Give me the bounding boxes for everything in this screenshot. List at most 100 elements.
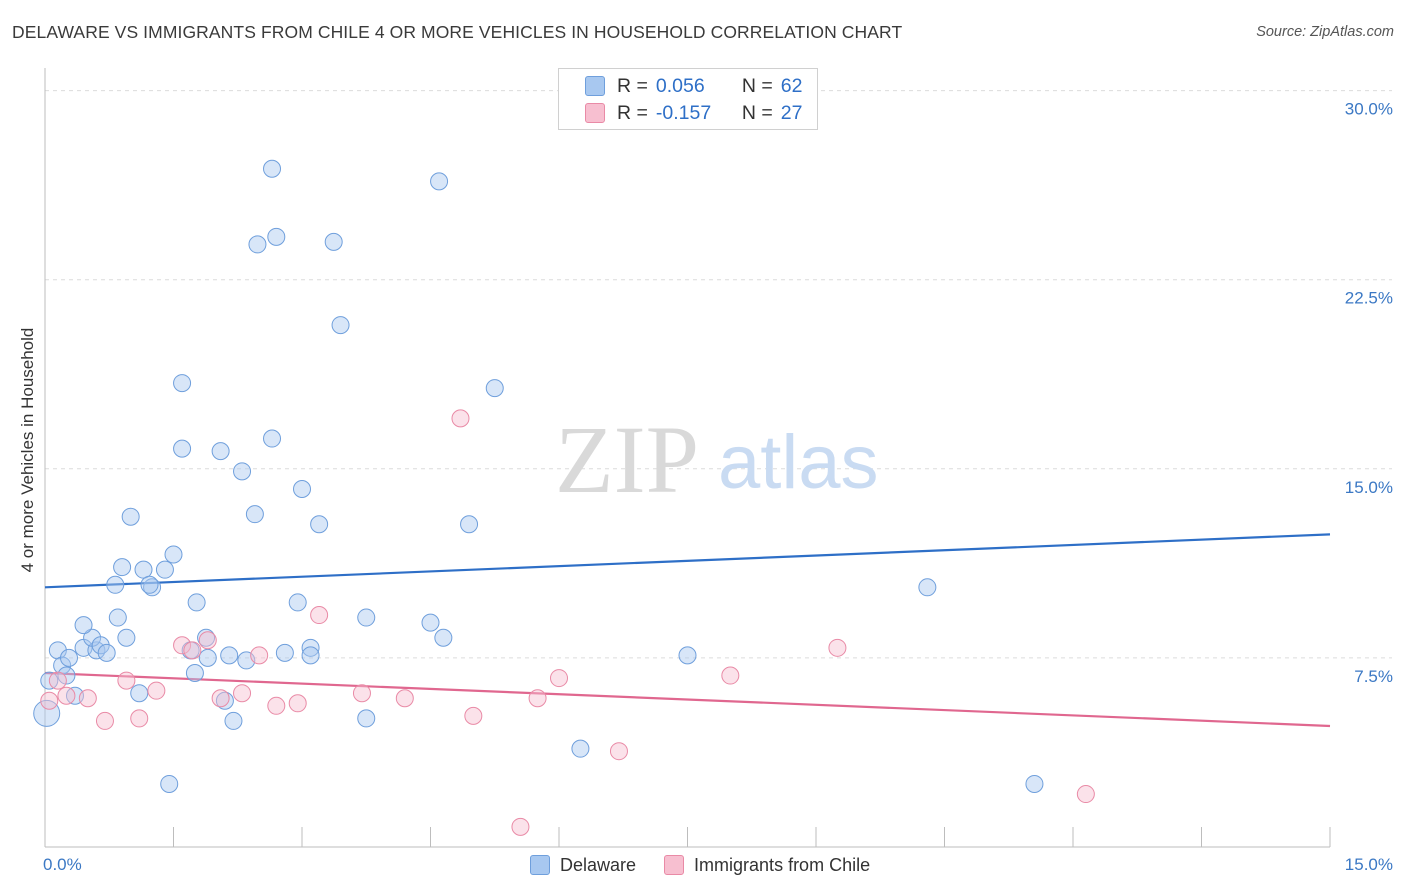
legend-row-chile: R = -0.157 N = 27 [617, 101, 802, 125]
legend-label-delaware: Delaware [560, 854, 637, 875]
point-delaware [301, 638, 320, 657]
point-delaware [485, 379, 504, 398]
trend-lines [44, 533, 1331, 728]
point-chile [117, 671, 136, 690]
chart-title: DELAWARE VS IMMIGRANTS FROM CHILE 4 OR M… [12, 22, 903, 42]
point-delaware [48, 641, 67, 660]
point-delaware [185, 664, 204, 683]
point-delaware [91, 636, 110, 655]
point-chile [451, 409, 470, 428]
legend-swatch-delaware [585, 76, 605, 96]
point-chile [211, 689, 230, 708]
point-delaware [143, 578, 162, 597]
legend-swatch-chile [585, 103, 605, 123]
legend-row-delaware: R = 0.056 N = 62 [617, 74, 802, 98]
point-delaware [434, 628, 453, 647]
point-delaware [164, 545, 183, 564]
correlation-legend: R = 0.056 N = 62 R = -0.157 N = 27 [558, 68, 818, 130]
scatter-points [33, 159, 1095, 836]
point-chile [528, 689, 547, 708]
legend-swatch-delaware [530, 855, 550, 875]
point-delaware [357, 608, 376, 627]
trend-line-chile [44, 671, 1331, 728]
legend-r-value: -0.157 [655, 101, 712, 124]
point-delaware [155, 560, 174, 579]
point-delaware [301, 646, 320, 665]
y-tick-label: 30.0% [1345, 100, 1393, 119]
legend-n-value: 62 [780, 74, 803, 97]
point-delaware [130, 684, 149, 703]
point-delaware [187, 593, 206, 612]
point-delaware [233, 462, 252, 481]
point-chile [352, 684, 371, 703]
tick-labels: 7.5% 15.0% 22.5% 30.0% 0.0% 15.0% [43, 100, 1393, 874]
point-delaware [275, 643, 294, 662]
grid-lines [45, 90, 1392, 659]
point-delaware [220, 646, 239, 665]
point-delaware [421, 613, 440, 632]
legend-label-chile: Immigrants from Chile [694, 854, 871, 875]
series-legend: Delaware Immigrants from Chile [530, 852, 898, 878]
point-chile [233, 684, 252, 703]
legend-n-label: N = [741, 74, 773, 97]
legend-item-delaware: Delaware [530, 855, 636, 876]
point-delaware [134, 560, 153, 579]
point-chile [267, 696, 286, 715]
y-tick-label: 15.0% [1345, 478, 1393, 497]
point-delaware [357, 709, 376, 728]
point-chile [310, 606, 329, 625]
point-delaware [571, 739, 590, 758]
chart-source: Source: ZipAtlas.com [1256, 24, 1394, 40]
point-delaware [108, 608, 127, 627]
point-delaware [245, 505, 264, 524]
point-delaware [248, 235, 267, 254]
legend-n-value: 27 [780, 101, 803, 124]
point-delaware [293, 479, 311, 498]
point-chile [250, 646, 269, 665]
point-delaware [140, 575, 159, 594]
point-chile [721, 666, 740, 685]
point-delaware [324, 232, 343, 251]
point-chile [95, 711, 114, 730]
point-chile [173, 636, 192, 655]
x-tick-label: 15.0% [1345, 855, 1393, 874]
point-chile [78, 689, 97, 708]
point-chile [147, 681, 166, 700]
point-delaware [97, 643, 116, 662]
point-chile [48, 671, 67, 690]
axes [44, 68, 1331, 848]
watermark-zip: ZIP [555, 406, 699, 513]
point-delaware [173, 439, 192, 458]
point-delaware [1025, 774, 1044, 793]
point-delaware [430, 172, 449, 191]
point-chile [183, 641, 202, 660]
point-delaware [263, 159, 282, 178]
watermark-atlas: atlas [718, 420, 879, 505]
point-delaware [678, 646, 697, 665]
point-chile [511, 817, 530, 836]
legend-r-label: R = [617, 101, 648, 124]
point-delaware [121, 507, 140, 526]
legend-swatch-chile [664, 855, 685, 875]
point-chile [1076, 785, 1095, 804]
point-delaware [267, 227, 286, 246]
point-chile [609, 742, 628, 761]
point-delaware [460, 515, 479, 534]
point-delaware [331, 316, 350, 335]
point-chile [395, 689, 414, 708]
legend-n-label: N = [741, 101, 773, 124]
point-delaware [173, 374, 192, 393]
point-chile [550, 669, 568, 688]
point-delaware [59, 648, 78, 667]
x-tick-label: 0.0% [43, 855, 82, 874]
point-delaware [117, 628, 136, 647]
legend-r-label: R = [617, 74, 648, 97]
point-chile [198, 631, 217, 650]
point-chile [130, 709, 149, 728]
y-tick-label: 7.5% [1354, 667, 1393, 686]
y-axis-label: 4 or more Vehicles in Household [18, 327, 37, 573]
point-delaware [74, 616, 93, 635]
point-chile [40, 691, 59, 710]
point-delaware [310, 515, 329, 534]
